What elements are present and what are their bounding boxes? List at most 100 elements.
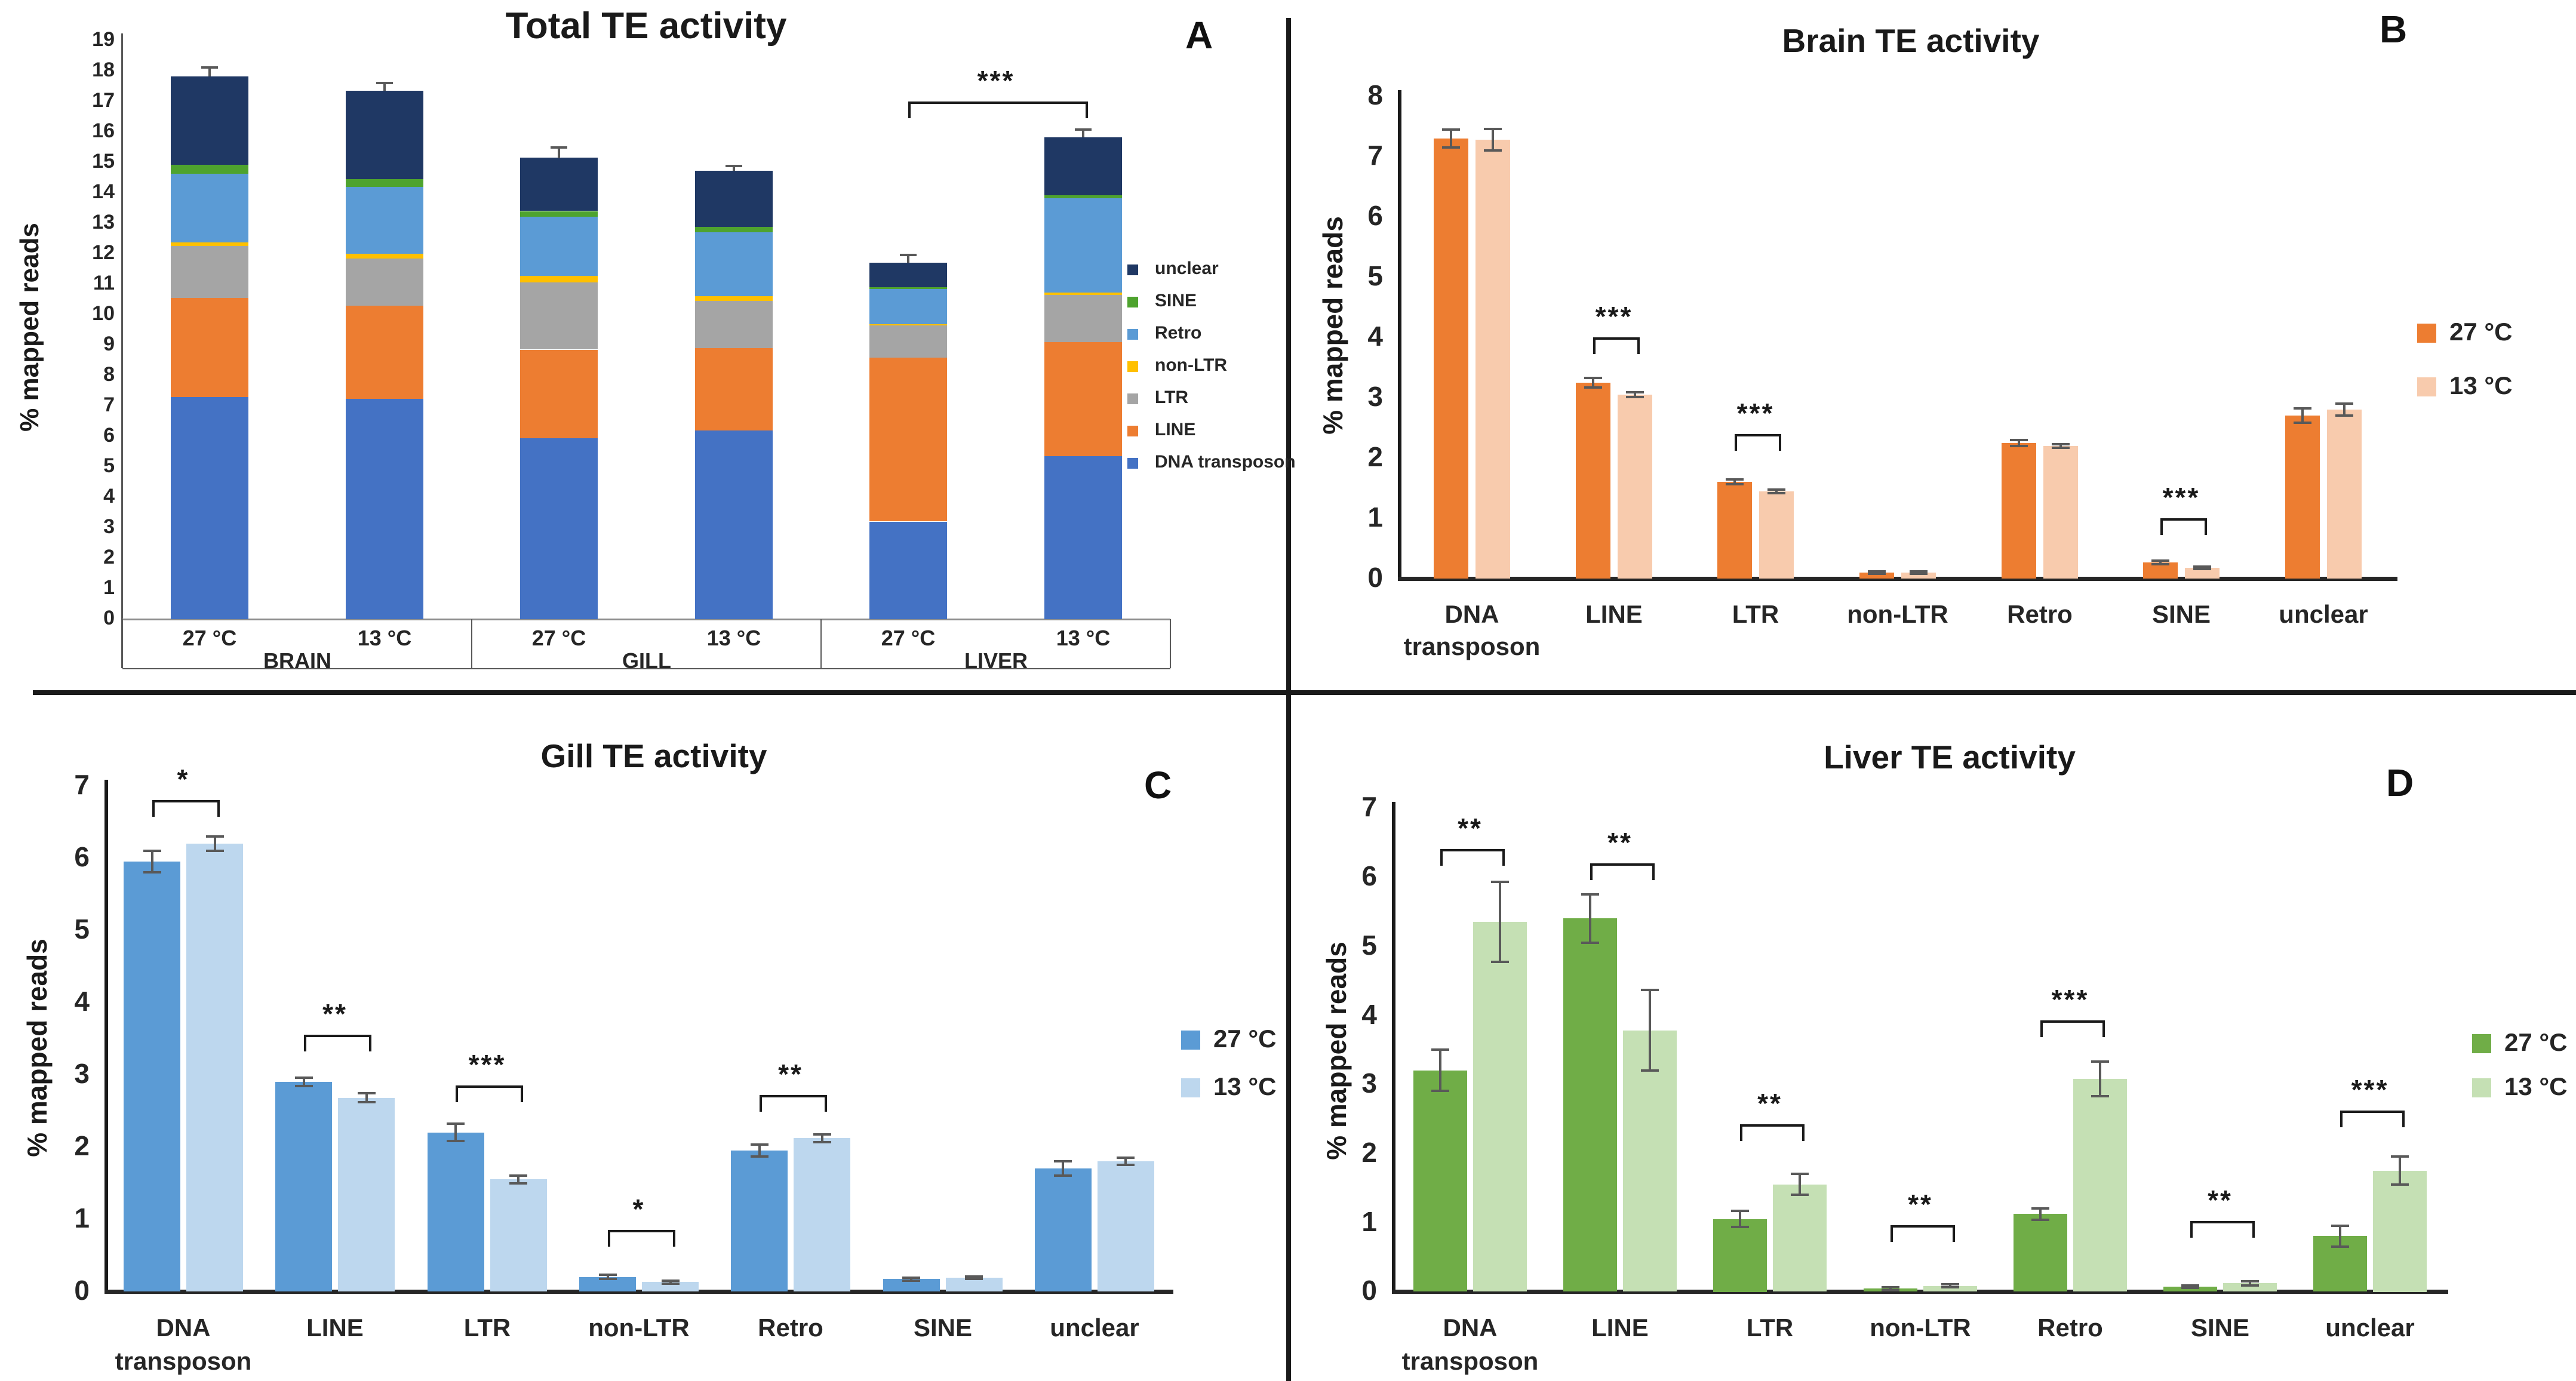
vertical-divider <box>1286 18 1291 1381</box>
significance-stars: *** <box>1595 301 1633 332</box>
error-bar <box>1439 1050 1441 1091</box>
legend-swatch <box>1127 329 1138 340</box>
bar-segment <box>1044 195 1122 198</box>
error-bar <box>383 83 386 91</box>
significance-bracket <box>2040 1020 2105 1037</box>
y-axis-tick-label: 6 <box>103 424 115 447</box>
category-label: unclear <box>2325 1314 2415 1342</box>
category-label: non-LTR <box>1870 1314 1971 1342</box>
error-bar-cap <box>1484 128 1502 130</box>
bar <box>338 1098 395 1291</box>
panel-a-yaxis-title: % mapped reads <box>15 223 44 432</box>
error-bar-cap <box>813 1133 831 1136</box>
bar <box>2073 1079 2127 1291</box>
bar <box>1035 1168 1092 1291</box>
category-label: LTR <box>463 1314 511 1342</box>
category-label: LINE <box>1591 1314 1649 1342</box>
significance-bracket <box>1440 849 1505 866</box>
category-box-divider <box>122 619 123 668</box>
bar-segment <box>520 282 598 349</box>
error-bar-cap <box>143 850 161 852</box>
legend-swatch <box>2472 1078 2491 1097</box>
significance-bracket <box>1593 337 1640 354</box>
significance-stars: *** <box>2351 1074 2389 1105</box>
y-axis-tick-label: 4 <box>74 986 90 1017</box>
bar-segment <box>346 187 423 254</box>
legend-label: 13 °C <box>2504 1072 2568 1100</box>
bar <box>1434 139 1468 579</box>
bar-segment <box>520 211 598 217</box>
error-bar <box>758 1145 761 1156</box>
panel-d-letter: D <box>2386 761 2414 804</box>
y-axis-tick-label: 13 <box>92 211 115 233</box>
bar-segment <box>171 76 248 165</box>
error-bar <box>1492 129 1494 150</box>
legend-swatch <box>1181 1078 1200 1097</box>
error-bar <box>558 147 560 158</box>
error-bar-cap <box>1726 483 1744 485</box>
error-bar-cap <box>1491 961 1509 963</box>
y-axis-tick-label: 3 <box>103 515 115 538</box>
y-axis-line <box>1398 90 1401 580</box>
error-bar <box>2301 408 2304 423</box>
error-bar <box>2018 440 2020 446</box>
error-bar-cap <box>2031 1219 2049 1221</box>
error-bar-cap <box>1726 478 1744 481</box>
temperature-label: 13 °C <box>1056 626 1111 650</box>
category-label: DNA transposon <box>1401 1314 1539 1375</box>
bar <box>1563 918 1617 1291</box>
bar-segment <box>869 325 947 358</box>
error-bar-cap <box>1868 570 1886 573</box>
category-box-divider <box>1170 619 1171 668</box>
error-bar-cap <box>902 1279 920 1282</box>
legend-swatch <box>2472 1034 2491 1053</box>
y-axis-tick-label: 16 <box>92 119 115 142</box>
y-axis-tick-label: 8 <box>103 363 115 386</box>
error-bar-cap <box>2335 402 2353 405</box>
bar <box>2285 416 2320 579</box>
error-bar <box>365 1093 368 1102</box>
error-bar-cap <box>358 1101 376 1103</box>
bar <box>1623 1031 1677 1291</box>
bar-segment <box>695 227 773 232</box>
legend-swatch <box>2417 324 2436 343</box>
bar <box>2223 1283 2277 1291</box>
error-bar-cap <box>2294 407 2311 410</box>
error-bar-cap <box>1941 1286 1959 1288</box>
error-bar-cap <box>2181 1284 2199 1287</box>
bar <box>1576 383 1610 579</box>
error-bar <box>1634 392 1636 397</box>
bar-segment <box>1044 342 1122 456</box>
bar-segment <box>346 254 423 259</box>
bar <box>1713 1219 1767 1292</box>
significance-bracket <box>608 1230 675 1247</box>
error-bar-cap <box>2010 445 2028 447</box>
error-bar <box>454 1124 457 1141</box>
y-axis-line <box>121 33 123 668</box>
bar <box>1773 1185 1827 1291</box>
error-bar <box>1889 1287 1892 1290</box>
bar-segment <box>869 357 947 521</box>
error-bar-cap <box>2294 422 2311 424</box>
y-axis-tick-label: 7 <box>1361 791 1377 822</box>
tissue-label: GILL <box>622 648 671 673</box>
y-axis-tick-label: 3 <box>1367 381 1383 412</box>
legend-swatch <box>1127 297 1138 307</box>
error-bar-cap <box>2181 1287 2199 1289</box>
bar-segment <box>171 298 248 397</box>
bar <box>1901 573 1936 579</box>
bar <box>1098 1161 1154 1291</box>
error-bar-cap <box>751 1143 769 1146</box>
panel-b-letter: B <box>2380 8 2408 51</box>
y-axis-tick-label: 17 <box>92 89 115 112</box>
significance-stars: ** <box>2208 1185 2233 1216</box>
legend-label: Retro <box>1155 323 1202 343</box>
error-bar <box>1082 130 1084 137</box>
temperature-label: 27 °C <box>531 626 586 650</box>
error-bar <box>2039 1208 2042 1220</box>
error-bar-cap <box>2031 1207 2049 1210</box>
category-box-divider <box>820 619 822 668</box>
bar <box>1923 1286 1977 1291</box>
category-label: Retro <box>2007 600 2073 628</box>
bar-segment <box>1044 198 1122 293</box>
